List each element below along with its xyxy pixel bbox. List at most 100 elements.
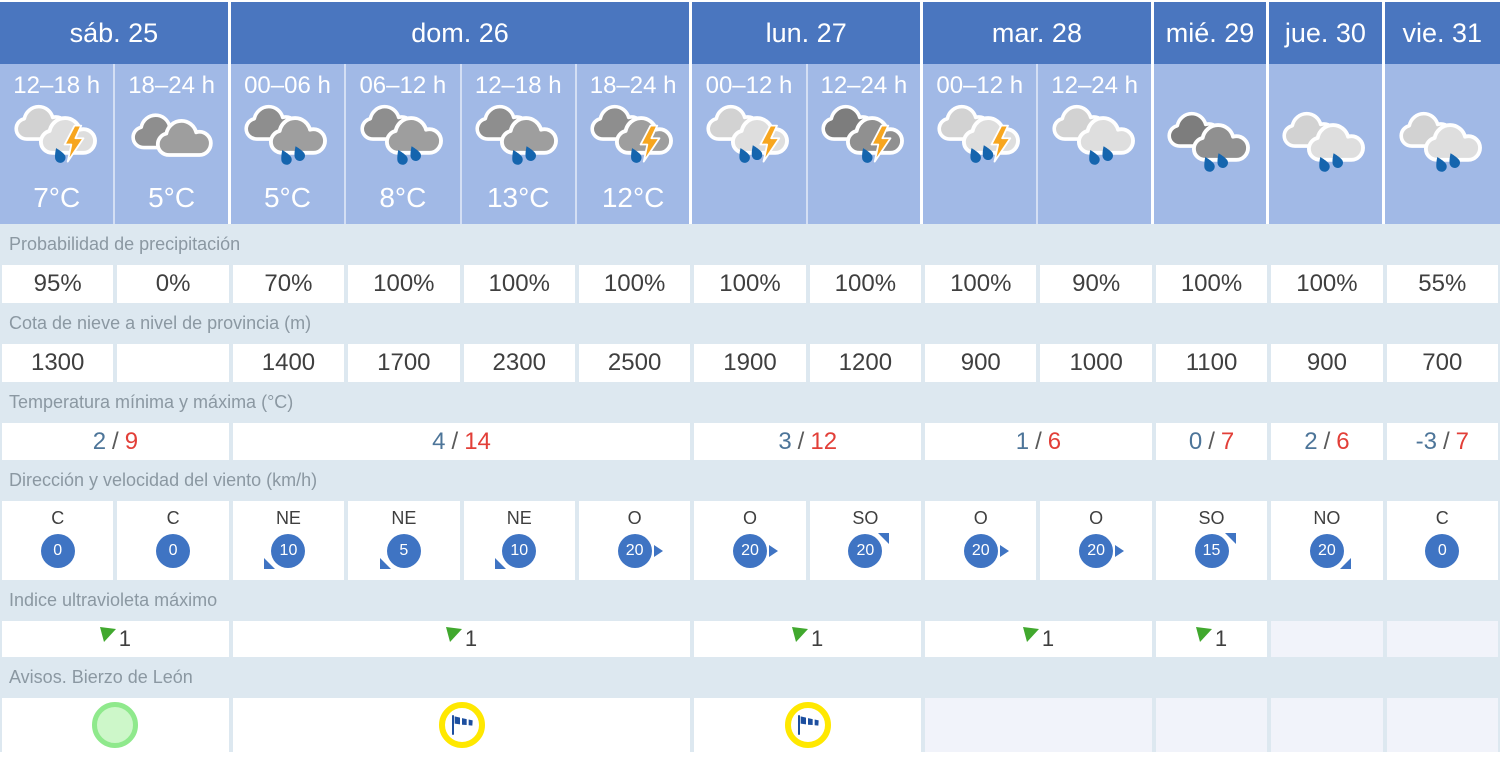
uv-values-row: 1 1 1 1 1 [0, 621, 1500, 657]
snow-level-value: 1000 [1040, 344, 1152, 382]
wind-cell: NE 5 [348, 501, 460, 580]
wind-cell: O 20 [1040, 501, 1152, 580]
temp-min-value: 2 [1304, 427, 1318, 455]
wind-direction-arrow-icon [653, 545, 663, 557]
wind-cell: NE 10 [232, 501, 345, 580]
wind-direction-label: O [627, 508, 642, 528]
uv-index-value: 1 [118, 626, 131, 651]
wind-speed-value: 20 [856, 542, 875, 559]
hour-range-label: 00–12 h [705, 72, 793, 99]
wind-speed-value: 20 [1318, 542, 1336, 559]
precipitation-value: 100% [809, 265, 922, 303]
snow-level-value-text: 700 [1422, 349, 1463, 376]
wind-direction-arrow-icon [1115, 545, 1125, 557]
snow-level-value: 2500 [578, 344, 691, 382]
storm-rain-icon [937, 105, 1020, 164]
snow-level-value-text: 1000 [1069, 349, 1123, 376]
temp-min-value: 0 [1188, 427, 1203, 455]
wind-direction-label: NO [1313, 508, 1341, 528]
wind-direction-arrow-icon [1224, 533, 1236, 544]
wind-direction-label: O [742, 508, 757, 528]
snow-level-value-text: 1700 [377, 349, 431, 376]
temp-separator: / [1323, 427, 1331, 455]
temp-min-value: 4 [432, 427, 446, 455]
precipitation-value: 55% [1386, 265, 1498, 303]
precipitation-value-text: 100% [1180, 270, 1243, 297]
rain-icon [360, 105, 443, 166]
wind-speed-badge: 10 [495, 534, 537, 569]
temperature-minmax-value: 1/6 [925, 423, 1152, 460]
hour-cell [1269, 64, 1385, 224]
warning-cell [694, 698, 922, 752]
cloudy-icon [130, 113, 213, 158]
yellow-wind-warning-icon [784, 702, 831, 748]
temp-max-value: 12 [810, 427, 838, 455]
wind-speed-value: 0 [1437, 542, 1447, 559]
wind-speed-badge: 20 [1309, 534, 1351, 569]
wind-speed-badge: 0 [156, 534, 191, 568]
hour-cell [1153, 64, 1270, 224]
day-header-label: dom. 26 [411, 17, 509, 48]
temperature-minmax-value: 0/7 [1155, 423, 1268, 460]
wind-speed-badge: 10 [264, 534, 306, 569]
uv-label: Indice ultravioleta máximo [9, 590, 218, 610]
precipitation-value: 100% [348, 265, 460, 303]
temp-separator: / [1035, 427, 1042, 455]
hour-cell: 00–06 h 5°C [230, 64, 347, 224]
wind-cell: SO 15 [1155, 501, 1268, 580]
wind-cell: NO 20 [1271, 501, 1383, 580]
storm-rain-icon [590, 105, 674, 164]
temp-separator: / [1442, 427, 1450, 455]
wind-speed-value: 0 [53, 542, 63, 559]
yellow-wind-warning-icon [438, 702, 485, 748]
day-header: lun. 27 [692, 2, 924, 64]
wind-speed-badge: 15 [1194, 533, 1236, 568]
day-header: mar. 28 [923, 2, 1154, 64]
precipitation-value: 100% [694, 265, 806, 303]
storm-rain-icon [821, 105, 904, 164]
warnings-values-row [0, 698, 1500, 752]
warning-cell [925, 698, 1152, 752]
wind-speed-badge: 20 [732, 534, 778, 568]
uv-flag-icon [792, 626, 809, 642]
temperature-minmax-value: 3/12 [694, 423, 922, 460]
uv-index-value: 1 [811, 626, 824, 651]
hour-range-label: 18–24 h [589, 72, 677, 99]
hour-temperature-label: 12°C [601, 182, 665, 213]
temp-max-value: 7 [1455, 427, 1469, 455]
precipitation-label-row: Probabilidad de precipitación [0, 224, 1500, 265]
warning-cell [1155, 698, 1268, 752]
precipitation-value-text: 100% [950, 270, 1012, 297]
temperature-values-row: 2/9 4/14 3/12 1/6 0/7 2/6 -3/7 [0, 423, 1500, 460]
day-header-label: jue. 30 [1284, 17, 1366, 48]
warnings-label-row: Avisos. Bierzo de León [0, 657, 1500, 698]
snow-level-values-row: 1300 1400 1700 2300 2500 1900 1200 900 1000 1100 9… [0, 344, 1500, 382]
snow-level-value: 1700 [348, 344, 460, 382]
wind-cell: O 20 [578, 501, 691, 580]
snow-level-value [117, 344, 229, 382]
hour-range-label: 06–12 h [359, 72, 447, 99]
warning-cell [2, 698, 229, 752]
wind-direction-label: NE [391, 508, 417, 528]
snow-level-value: 2300 [463, 344, 575, 382]
wind-direction-arrow-icon [999, 545, 1009, 557]
hour-temperature-label: 5°C [263, 182, 311, 213]
snow-level-value-text: 1200 [838, 349, 893, 376]
precipitation-value-text: 55% [1418, 270, 1467, 297]
uv-value: 1 [2, 621, 229, 657]
day-header-label: mié. 29 [1165, 17, 1255, 48]
wind-speed-badge: 20 [617, 534, 663, 568]
precipitation-label: Probabilidad de precipitación [9, 234, 241, 254]
precipitation-value: 90% [1040, 265, 1152, 303]
uv-label-row: Indice ultravioleta máximo [0, 580, 1500, 621]
wind-cell: O 20 [925, 501, 1037, 580]
hour-cell: 12–18 h 13°C [461, 64, 577, 224]
wind-speed-value: 5 [399, 542, 409, 559]
snow-level-value-text: 900 [1306, 349, 1347, 376]
snow-level-value: 1300 [2, 344, 114, 382]
uv-flag-icon [1195, 626, 1212, 642]
uv-value: 1 [1155, 621, 1268, 657]
rain-icon [1052, 105, 1135, 166]
day-header: sáb. 25 [0, 2, 231, 64]
